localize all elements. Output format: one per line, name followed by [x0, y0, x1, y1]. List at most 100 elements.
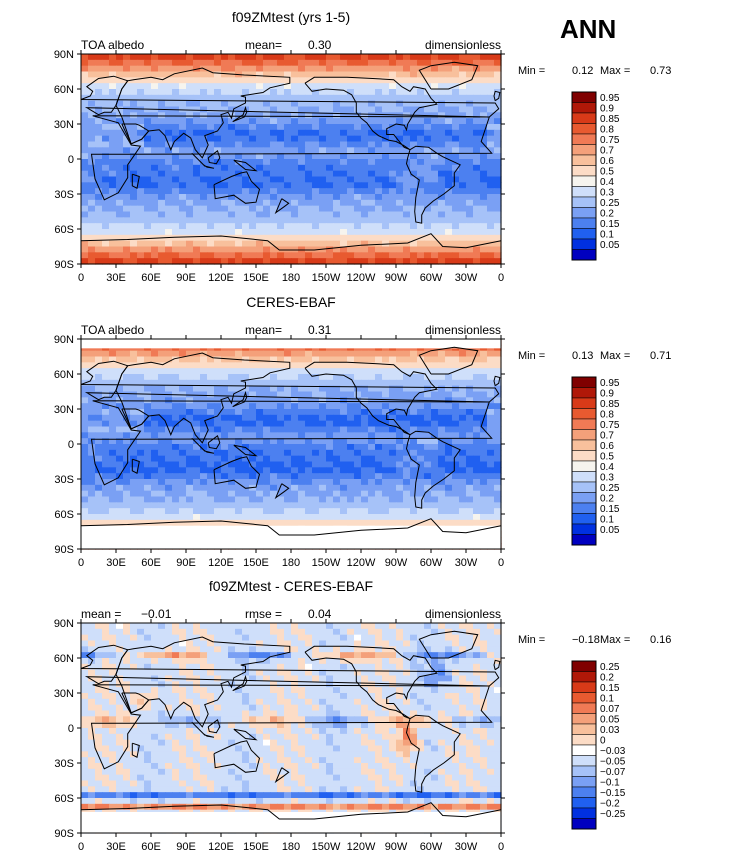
coast-madagascar	[131, 458, 140, 474]
field-cell	[403, 490, 411, 498]
field-cell	[200, 89, 208, 96]
field-cell	[214, 188, 222, 195]
field-cell	[179, 223, 187, 230]
field-cell	[172, 438, 180, 445]
field-cell	[368, 484, 376, 492]
field-cell	[165, 211, 173, 218]
coast-australia	[213, 171, 261, 204]
field-cell	[354, 385, 362, 393]
field-cell	[424, 403, 432, 410]
field-cell	[459, 129, 467, 137]
field-cell	[361, 94, 369, 102]
field-cell	[144, 65, 152, 73]
field-cell	[480, 223, 488, 230]
field-cell	[333, 385, 341, 393]
field-cell	[403, 350, 411, 358]
field-cell	[137, 229, 145, 236]
field-cell	[319, 502, 327, 509]
coast-greenland	[418, 61, 479, 90]
field-cell	[319, 438, 327, 445]
field-cell	[137, 234, 145, 242]
field-cell	[186, 356, 194, 363]
field-cell	[249, 182, 257, 189]
field-cell	[487, 164, 495, 172]
field-cell	[116, 229, 124, 236]
field-cell	[137, 170, 145, 178]
field-cell	[172, 628, 180, 636]
field-cell	[88, 199, 96, 207]
field-cell	[375, 229, 383, 236]
field-cell	[291, 252, 299, 259]
field-cell	[284, 658, 292, 665]
field-cell	[375, 403, 383, 410]
field-cell	[305, 508, 313, 515]
field-cell	[214, 129, 222, 137]
field-cell	[361, 508, 369, 515]
field-cell	[179, 77, 187, 84]
field-cell	[116, 59, 124, 67]
field-cell	[417, 432, 425, 439]
min-label: Min =	[518, 65, 545, 77]
field-cell	[200, 449, 208, 457]
field-cell	[116, 461, 124, 468]
field-cell	[487, 385, 495, 393]
field-cell	[193, 135, 201, 143]
field-cell	[277, 188, 285, 195]
field-cell	[235, 258, 243, 265]
field-cell	[137, 135, 145, 143]
field-cell	[445, 414, 453, 422]
field-cell	[144, 623, 152, 630]
field-cell	[109, 473, 117, 480]
field-cell	[368, 403, 376, 410]
field-cell	[144, 135, 152, 143]
field-cell	[291, 449, 299, 457]
field-cell	[102, 449, 110, 457]
field-cell	[158, 59, 166, 67]
field-cell	[200, 170, 208, 178]
field-cell	[340, 449, 348, 457]
field-cell	[144, 118, 152, 125]
field-cell	[466, 444, 474, 451]
field-cell	[95, 246, 103, 253]
field-cell	[319, 252, 327, 259]
field-cell	[368, 374, 376, 381]
field-cell	[403, 496, 411, 503]
field-cell	[480, 484, 488, 492]
field-cell	[109, 71, 117, 78]
field-cell	[256, 246, 264, 253]
field-cell	[396, 374, 404, 381]
field-cell	[480, 252, 488, 259]
field-cell	[102, 461, 110, 468]
field-cell	[431, 496, 439, 503]
field-cell	[214, 217, 222, 224]
field-cell	[312, 59, 320, 67]
field-cell	[361, 170, 369, 178]
field-cell	[382, 397, 390, 404]
field-cell	[354, 129, 362, 137]
field-cell	[438, 420, 446, 428]
field-cell	[382, 147, 390, 154]
field-cell	[284, 397, 292, 404]
field-cell	[291, 159, 299, 166]
field-cell	[186, 420, 194, 428]
field-cell	[410, 100, 418, 108]
field-cell	[277, 77, 285, 84]
field-cell	[438, 426, 446, 433]
field-cell	[95, 391, 103, 398]
colorbar-box	[571, 165, 597, 177]
field-cell	[102, 640, 110, 647]
colorbar-frame	[571, 376, 597, 546]
field-cell	[102, 246, 110, 253]
field-cell	[473, 205, 481, 213]
field-cell	[354, 176, 362, 183]
field-cell	[102, 258, 110, 265]
field-cell	[305, 199, 313, 207]
field-cell	[116, 258, 124, 265]
field-cell	[123, 502, 131, 509]
field-cell	[249, 484, 257, 492]
field-cell	[403, 258, 411, 265]
field-cell	[431, 426, 439, 433]
field-cell	[298, 129, 306, 137]
field-cell	[186, 141, 194, 148]
field-cell	[298, 240, 306, 248]
